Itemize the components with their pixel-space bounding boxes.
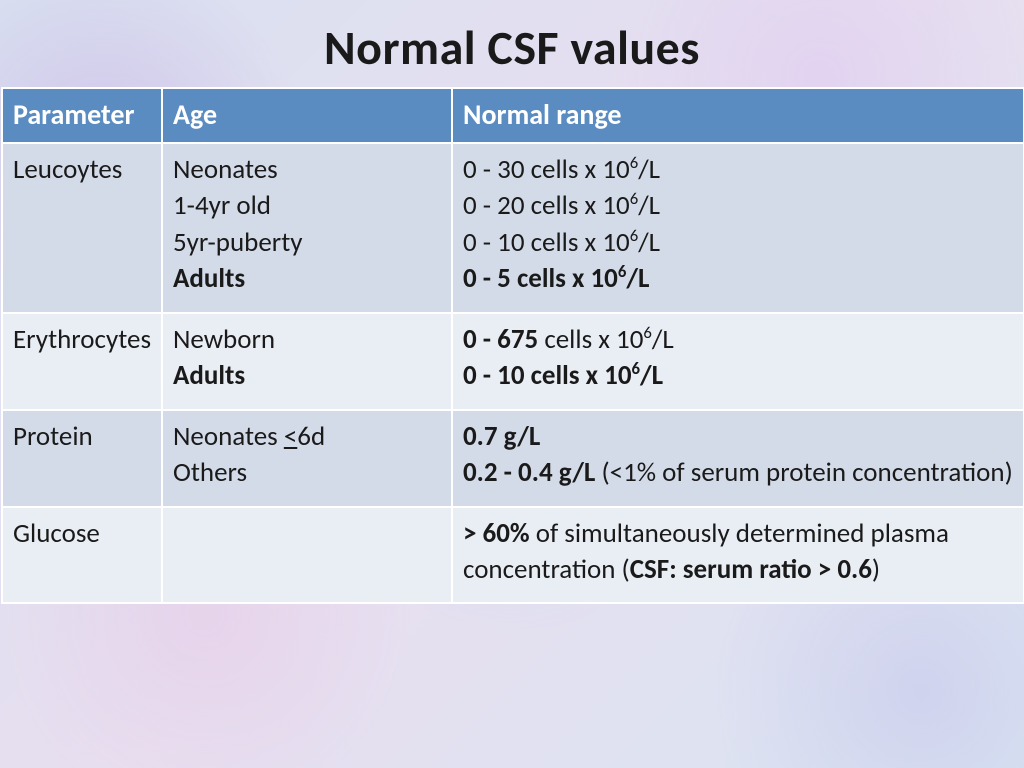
cell-parameter: Protein [2, 410, 162, 507]
cell-parameter: Erythrocytes [2, 313, 162, 410]
cell-age: Neonates1-4yr old5yr-pubertyAdults [162, 143, 452, 313]
col-header-parameter: Parameter [2, 88, 162, 143]
cell-range: 0.7 g/L0.2 - 0.4 g/L (<1% of serum prote… [452, 410, 1024, 507]
csf-table: Parameter Age Normal range LeucoytesNeon… [1, 87, 1024, 604]
cell-parameter: Glucose [2, 507, 162, 604]
table-body: LeucoytesNeonates1-4yr old5yr-pubertyAdu… [2, 143, 1024, 603]
col-header-range: Normal range [452, 88, 1024, 143]
table-row: ProteinNeonates <6dOthers0.7 g/L0.2 - 0.… [2, 410, 1024, 507]
cell-range: > 60% of simultaneously determined plasm… [452, 507, 1024, 604]
slide-title: Normal CSF values [0, 0, 1024, 87]
cell-age: Neonates <6dOthers [162, 410, 452, 507]
cell-range: 0 - 675 cells x 106/L0 - 10 cells x 106/… [452, 313, 1024, 410]
table-header-row: Parameter Age Normal range [2, 88, 1024, 143]
col-header-age: Age [162, 88, 452, 143]
cell-age: NewbornAdults [162, 313, 452, 410]
table-row: Glucose > 60% of simultaneously determine… [2, 507, 1024, 604]
slide: Normal CSF values Parameter Age Normal r… [0, 0, 1024, 768]
table-row: LeucoytesNeonates1-4yr old5yr-pubertyAdu… [2, 143, 1024, 313]
cell-range: 0 - 30 cells x 106/L0 - 20 cells x 106/L… [452, 143, 1024, 313]
cell-parameter: Leucoytes [2, 143, 162, 313]
table-row: ErythrocytesNewbornAdults0 - 675 cells x… [2, 313, 1024, 410]
cell-age [162, 507, 452, 604]
